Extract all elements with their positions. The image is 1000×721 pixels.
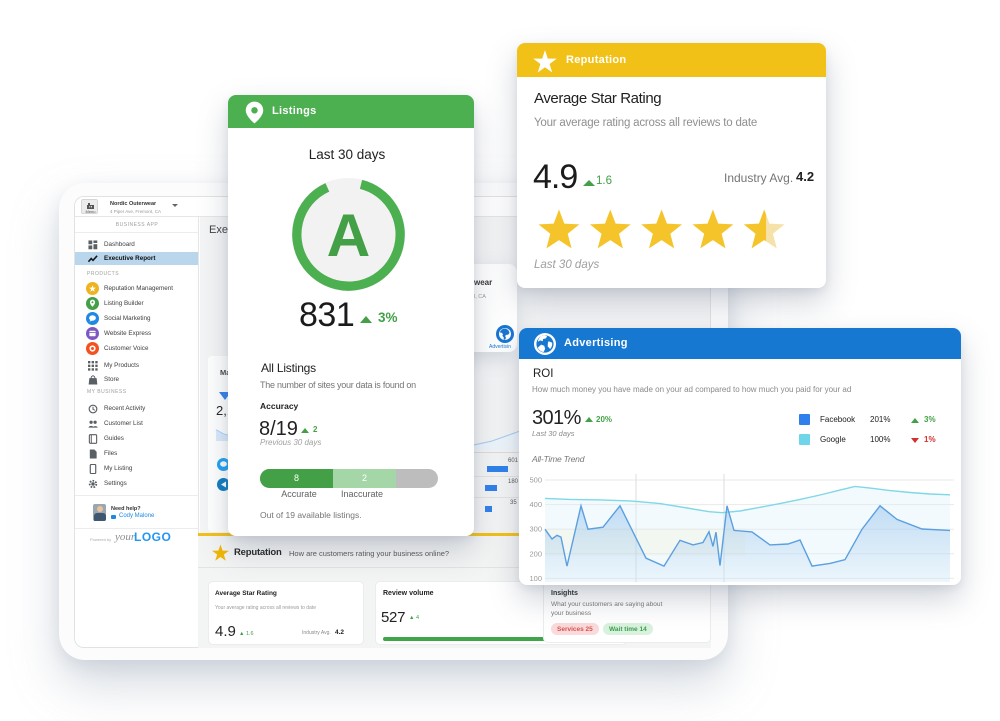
svg-text:500: 500 xyxy=(529,476,542,485)
svg-text:300: 300 xyxy=(529,525,542,534)
svg-text:200: 200 xyxy=(529,549,542,558)
svg-text:400: 400 xyxy=(529,500,542,509)
svg-text:A: A xyxy=(327,201,371,269)
svg-text:100: 100 xyxy=(529,574,542,582)
